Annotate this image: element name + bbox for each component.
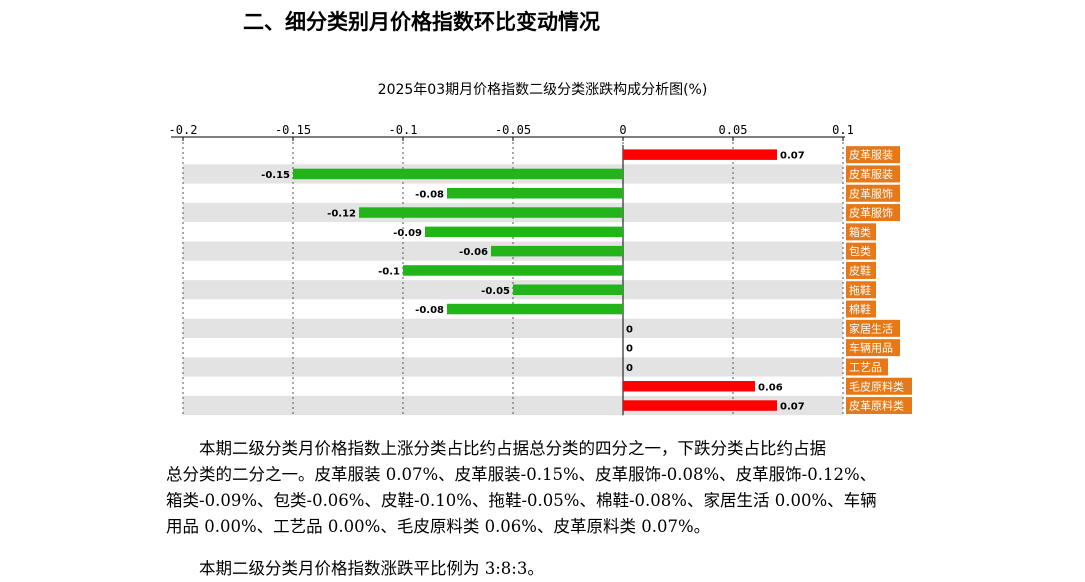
category-label: 车辆用品 [849,341,893,355]
category-label-box [846,184,900,202]
bar [623,400,777,411]
bar-value-label: -0.12 [327,209,356,220]
category-label-box [846,281,876,299]
bar [513,284,623,295]
bar [447,188,623,199]
bar-value-label: -0.09 [393,228,422,239]
category-label: 棉鞋 [849,302,871,316]
bar [447,303,623,315]
summary-line: 箱类-0.09%、包类-0.06%、皮鞋-0.10%、拖鞋-0.05%、棉鞋-0… [166,491,877,510]
summary-line: 用品 0.00%、工艺品 0.00%、毛皮原料类 0.06%、皮革原料类 0.0… [166,517,711,536]
bar [293,168,623,180]
bar-value-label: -0.06 [459,247,488,258]
bar [425,226,623,238]
category-label: 工艺品 [849,361,882,374]
bar-value-label: 0 [626,324,633,335]
bar-value-label: 0 [626,344,633,355]
x-tick-label: 0.05 [719,123,748,137]
category-label-box [846,223,876,241]
category-label: 毛皮原料类 [849,379,904,393]
bar [623,149,777,160]
x-tick-label: -0.15 [275,123,311,137]
summary-line: 总分类的二分之一。皮革服装 0.07%、皮革服装-0.15%、皮革服饰-0.08… [166,465,877,484]
category-label: 拖鞋 [849,283,871,297]
category-label: 皮鞋 [849,263,871,277]
x-tick-label: 0.1 [832,123,854,137]
summary-line: 本期二级分类月价格指数上涨分类占比约占据总分类的四分之一，下跌分类占比约占据 [199,439,826,458]
bar-value-label: -0.15 [261,170,290,181]
category-label-box [846,204,900,222]
category-label: 箱类 [849,225,871,239]
category-label-box [846,261,876,279]
bar-value-label: -0.08 [415,305,444,316]
section-heading: 二、细分类别月价格指数环比变动情况 [243,10,600,34]
bar-chart: -0.2 -0.15 -0.1 -0.05 0 0.05 0.1 0.07 皮革服装 -0.15 皮… [169,123,912,416]
bar-value-label: 0.07 [780,151,805,162]
bar [623,381,755,392]
category-label-box [846,339,900,357]
bar [403,265,623,276]
category-label: 皮革服装 [849,148,893,162]
ratio-paragraph: 本期二级分类月价格指数涨跌平比例为 3:8:3。 [199,559,544,578]
chart-title: 2025年03期月价格指数二级分类涨跌构成分析图(%) [377,82,708,98]
category-label: 皮革服饰 [849,206,893,220]
category-label-box [846,300,876,318]
x-tick-label: 0 [619,123,626,137]
category-label: 皮革服饰 [849,186,893,200]
category-label: 包类 [849,244,871,258]
category-label-box [846,377,912,395]
category-label: 皮革服装 [849,167,893,181]
bar-value-label: -0.1 [378,266,400,277]
bar-value-label: 0.06 [758,382,783,393]
summary-paragraph: 本期二级分类月价格指数上涨分类占比约占据总分类的四分之一，下跌分类占比约占据 总… [166,436,926,540]
category-label: 家居生活 [849,321,893,335]
bar [491,245,623,257]
category-label-box [846,397,912,415]
category-label-box [846,242,876,260]
bar-value-label: 0 [626,363,633,374]
category-label-box [846,146,900,164]
bar-value-label: -0.05 [481,286,510,297]
bar-value-label: -0.08 [415,189,444,200]
bar-value-label: 0.07 [780,402,805,413]
row-background [183,357,843,377]
x-tick-label: -0.05 [495,123,531,137]
category-label-box [846,358,888,376]
category-label-box [846,165,900,183]
category-label-box [846,319,900,337]
x-tick-label: -0.2 [169,123,198,137]
bar [359,207,623,218]
category-label: 皮革原料类 [849,399,904,413]
x-tick-label: -0.1 [389,123,418,137]
